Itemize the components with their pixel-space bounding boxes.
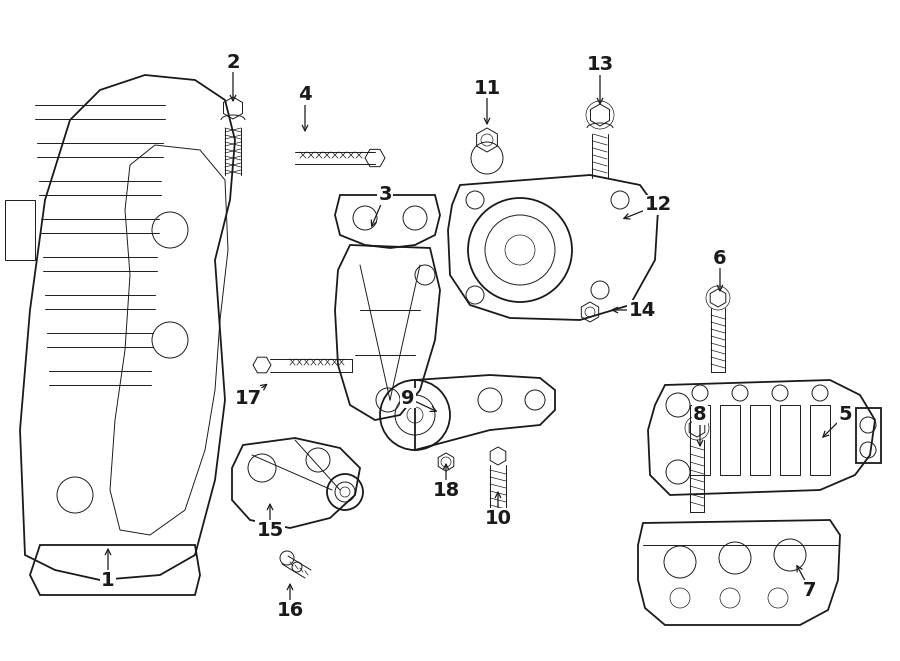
Text: 18: 18 <box>432 481 460 500</box>
Text: 13: 13 <box>587 56 614 75</box>
Text: 10: 10 <box>484 508 511 527</box>
Bar <box>690 405 710 475</box>
Bar <box>720 405 740 475</box>
Text: 3: 3 <box>378 186 392 204</box>
Text: 14: 14 <box>628 301 655 319</box>
Text: 8: 8 <box>693 405 706 424</box>
Text: 7: 7 <box>803 580 817 600</box>
Bar <box>780 405 800 475</box>
Bar <box>5 200 35 260</box>
Text: 2: 2 <box>226 52 239 71</box>
Bar <box>810 405 830 475</box>
Text: 11: 11 <box>473 79 500 98</box>
Text: 5: 5 <box>838 405 851 424</box>
Text: 9: 9 <box>401 389 415 407</box>
Text: 4: 4 <box>298 85 311 104</box>
Text: 1: 1 <box>101 570 115 590</box>
Text: 12: 12 <box>644 196 671 215</box>
Text: 6: 6 <box>713 249 727 268</box>
Text: 15: 15 <box>256 520 284 539</box>
Bar <box>750 405 770 475</box>
Text: 16: 16 <box>276 600 303 619</box>
Text: 17: 17 <box>234 389 262 407</box>
Bar <box>856 408 881 463</box>
